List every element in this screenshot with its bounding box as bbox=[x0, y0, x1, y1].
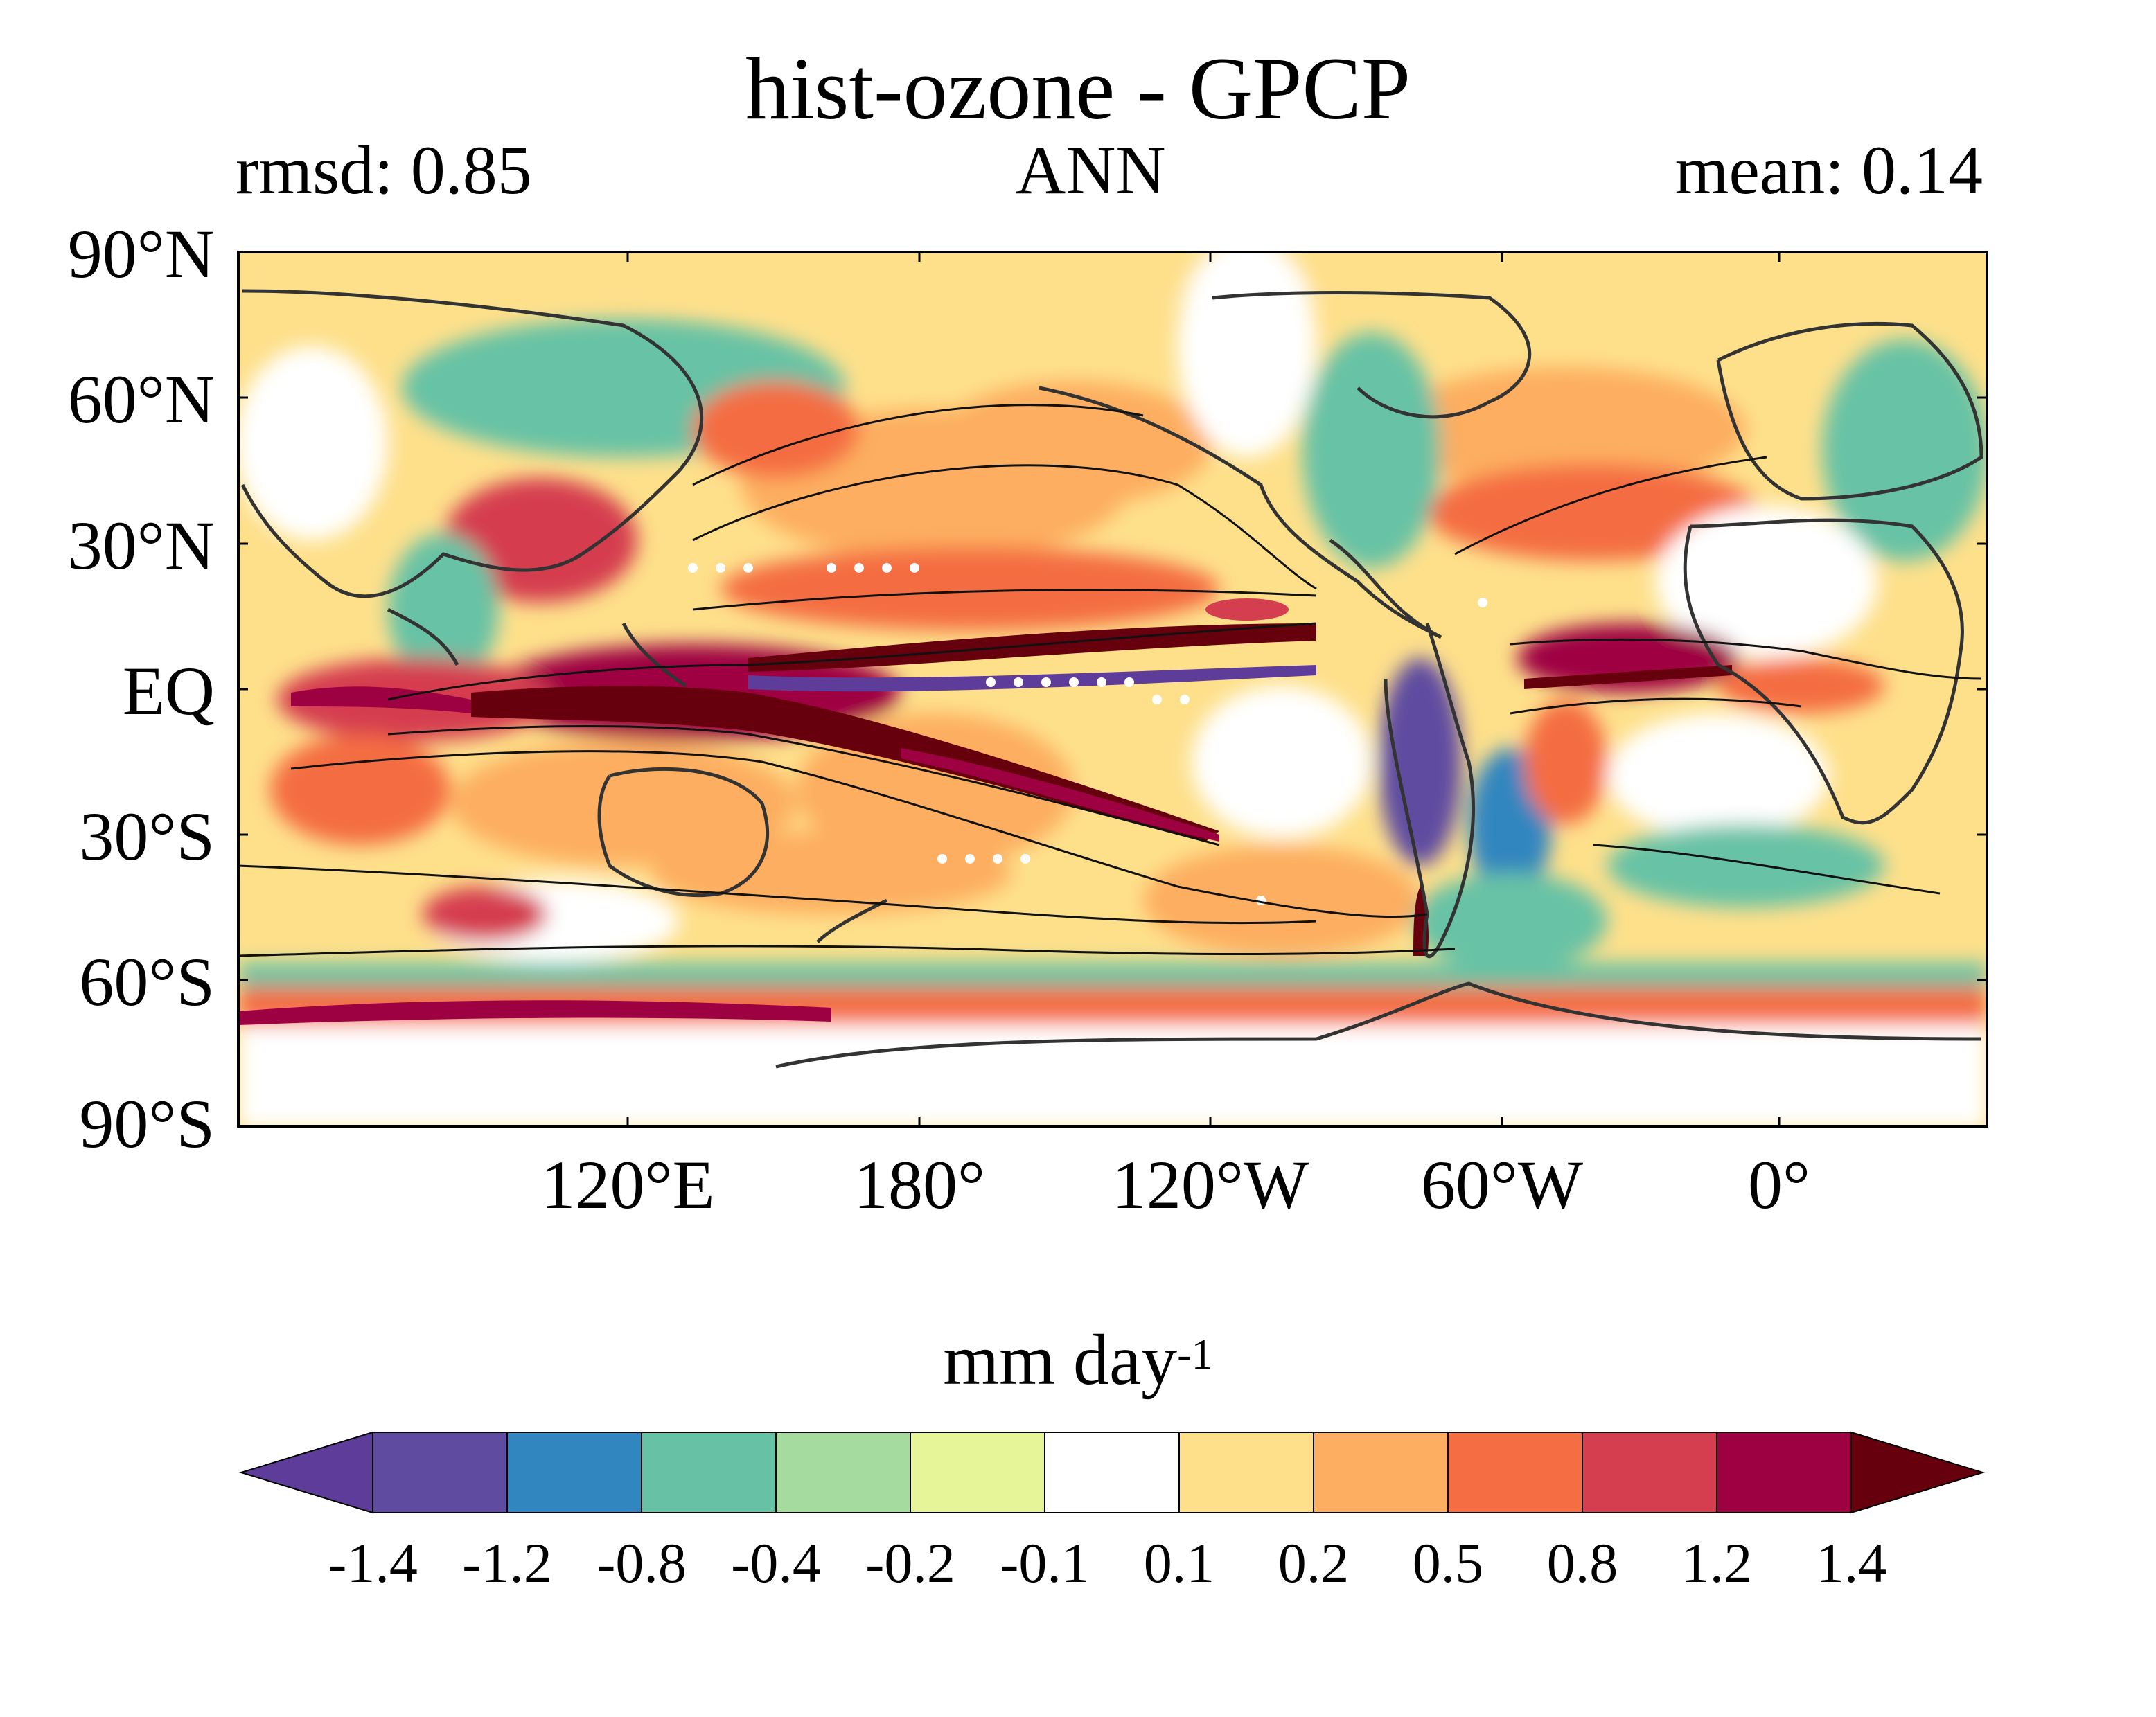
precipitation-difference-field bbox=[238, 252, 1987, 1126]
lat-tick-label: 30°S bbox=[79, 798, 215, 875]
colorbar-swatch bbox=[775, 1432, 911, 1513]
colorbar-swatch bbox=[910, 1432, 1045, 1513]
colorbar-swatch bbox=[641, 1432, 777, 1513]
colorbar-tick-label: 1.2 bbox=[1681, 1531, 1753, 1594]
units-main: mm day bbox=[943, 1320, 1178, 1400]
colorbar-tick-label: 0.1 bbox=[1144, 1531, 1215, 1594]
rmsd-label: rmsd: 0.85 bbox=[236, 132, 532, 208]
colorbar-extend-low bbox=[238, 1431, 373, 1514]
colorbar-swatch bbox=[1044, 1432, 1180, 1513]
colorbar-units: mm day-1 bbox=[0, 1324, 2156, 1396]
colorbar-extend-high bbox=[1850, 1431, 1986, 1514]
colorbar-tick-label: 1.4 bbox=[1816, 1531, 1887, 1594]
axis-ticks bbox=[238, 251, 1987, 1126]
lon-tick-label: 120°W bbox=[1112, 1146, 1309, 1223]
lat-tick-label: 90°N bbox=[68, 215, 215, 292]
colorbar-tick-label: -1.2 bbox=[462, 1531, 552, 1594]
lon-tick-label: 0° bbox=[1748, 1146, 1810, 1223]
colorbar-swatch bbox=[506, 1432, 642, 1513]
lat-tick-label: EQ bbox=[123, 652, 215, 729]
colorbar-tick-label: -0.8 bbox=[597, 1531, 687, 1594]
climatology-contours bbox=[238, 404, 1982, 957]
colorbar-tick-label: -1.4 bbox=[328, 1531, 418, 1594]
significance-dots bbox=[688, 563, 1487, 905]
season-label: ANN bbox=[1016, 132, 1166, 208]
lat-tick-label: 60°S bbox=[79, 943, 215, 1020]
coastlines bbox=[240, 289, 1983, 1069]
colorbar-tick-label: 0.2 bbox=[1278, 1531, 1350, 1594]
map-title: hist-ozone - GPCP bbox=[745, 39, 1411, 138]
mean-label: mean: 0.14 bbox=[1675, 132, 1983, 208]
lat-tick-label: 90°S bbox=[79, 1085, 215, 1162]
lon-tick-label: 180° bbox=[854, 1146, 985, 1223]
lon-tick-label: 60°W bbox=[1421, 1146, 1584, 1223]
colorbar-swatch bbox=[1178, 1432, 1314, 1513]
lat-tick-label: 60°N bbox=[68, 361, 215, 438]
colorbar-swatch bbox=[372, 1432, 508, 1513]
colorbar-swatch bbox=[1313, 1432, 1449, 1513]
lat-tick-label: 30°N bbox=[68, 507, 215, 584]
colorbar-labels: -1.4 -1.2 -0.8 -0.4 -0.2 -0.1 0.1 0.2 0.5 0.8 1.2 1… bbox=[328, 1531, 1886, 1594]
colorbar-tick-label: -0.4 bbox=[731, 1531, 821, 1594]
colorbar-swatch bbox=[1447, 1432, 1583, 1513]
lon-tick-label: 120°E bbox=[540, 1146, 714, 1223]
colorbar-tick-label: 0.5 bbox=[1413, 1531, 1484, 1594]
colorbar-tick-label: 0.8 bbox=[1547, 1531, 1618, 1594]
colorbar-swatch bbox=[1716, 1432, 1852, 1513]
colorbar-swatch bbox=[1582, 1432, 1717, 1513]
units-exponent: -1 bbox=[1177, 1331, 1213, 1378]
colorbar-tick-label: -0.2 bbox=[865, 1531, 955, 1594]
colorbar bbox=[238, 1431, 1986, 1514]
colorbar-tick-label: -0.1 bbox=[1000, 1531, 1090, 1594]
